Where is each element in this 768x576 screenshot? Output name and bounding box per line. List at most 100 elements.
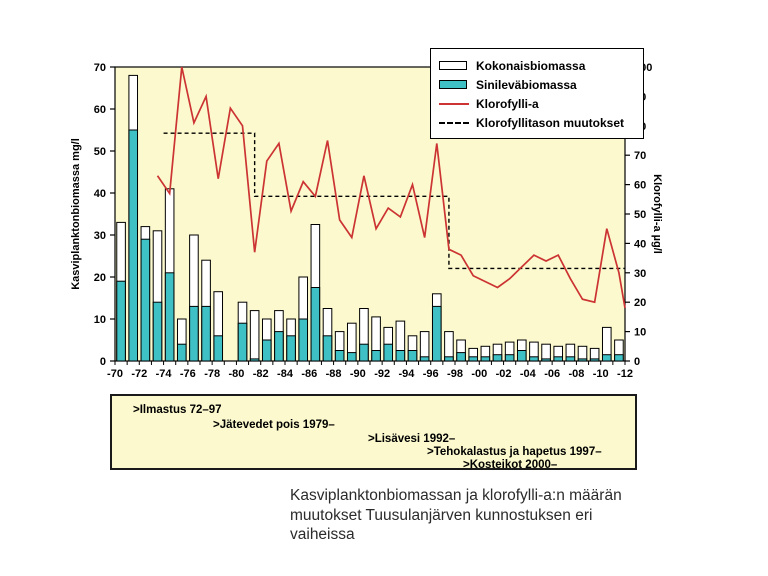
legend-label: Klorofyllitason muutokset xyxy=(476,115,625,130)
left-tick-label: 50 xyxy=(94,146,106,158)
bar-sinileva xyxy=(274,331,284,362)
bar-sinileva xyxy=(128,129,139,362)
bar-sinileva xyxy=(201,305,211,362)
bar-sinileva xyxy=(395,350,406,362)
annotation-lisavesi: >Lisävesi 1992– xyxy=(368,433,456,445)
figure-caption: Kasviplanktonbiomassan ja klorofylli-a:n… xyxy=(290,487,622,544)
bar-sinileva xyxy=(541,358,551,362)
bar-sinileva xyxy=(176,343,187,362)
x-tick-label: -88 xyxy=(326,368,342,380)
bar-sinileva xyxy=(516,350,527,362)
right-tick-label: 0 xyxy=(634,356,640,368)
legend-item-chlorophyll-level: Klorofyllitason muutokset xyxy=(439,113,635,132)
bar-sinileva xyxy=(286,335,296,362)
bar-sinileva xyxy=(371,350,381,362)
x-tick-label: -10 xyxy=(593,368,609,380)
legend-item-sinileva: Sinileväbiomassa xyxy=(439,75,635,94)
bar-sinileva xyxy=(164,272,175,362)
bar-sinileva xyxy=(140,238,151,362)
bar-sinileva xyxy=(565,356,576,362)
x-tick-label: -70 xyxy=(107,368,123,380)
left-tick-label: 0 xyxy=(100,356,106,368)
bar-sinileva xyxy=(237,322,248,362)
bar-sinileva xyxy=(346,352,357,362)
right-tick-label: 20 xyxy=(634,297,646,309)
left-tick-label: 70 xyxy=(94,62,106,74)
bar-sinileva xyxy=(492,354,503,362)
right-tick-label: 30 xyxy=(634,268,646,280)
x-tick-label: -98 xyxy=(447,368,463,380)
chart-panel: 0102030405060700102030405060708090100-70… xyxy=(70,48,663,380)
bar-sinileva xyxy=(322,335,333,362)
x-tick-label: -12 xyxy=(617,368,633,380)
x-tick-label: -72 xyxy=(131,368,147,380)
annotation-kosteikot: >Kosteikot 2000– xyxy=(463,459,558,471)
bar-sinileva xyxy=(334,350,345,362)
bar-sinileva xyxy=(577,358,588,362)
annotation-ilmastus: >Ilmastus 72–97 xyxy=(133,404,222,416)
x-tick-label: -76 xyxy=(180,368,196,380)
left-tick-label: 20 xyxy=(94,272,106,284)
x-tick-label: -96 xyxy=(423,368,439,380)
x-tick-label: -02 xyxy=(496,368,512,380)
dashed-line-swatch-icon xyxy=(439,121,469,124)
teal-bar-swatch-icon xyxy=(439,80,469,89)
x-tick-label: -04 xyxy=(520,368,537,380)
x-tick-label: -78 xyxy=(204,368,220,380)
legend: Kokonaisbiomassa Sinileväbiomassa Klorof… xyxy=(430,48,644,139)
bar-sinileva xyxy=(553,356,564,362)
bar-sinileva xyxy=(310,287,321,362)
bar-sinileva xyxy=(116,280,126,362)
white-bar-swatch-icon xyxy=(439,61,469,70)
right-tick-label: 10 xyxy=(634,327,646,339)
x-tick-label: -74 xyxy=(156,368,173,380)
x-tick-label: -84 xyxy=(277,368,294,380)
x-tick-label: -00 xyxy=(471,368,487,380)
bar-sinileva xyxy=(480,356,491,362)
bar-sinileva xyxy=(261,339,272,362)
left-axis-title: Kasviplanktonbiomassa mg/l xyxy=(70,138,82,290)
bar-sinileva xyxy=(614,354,624,362)
legend-label: Kokonaisbiomassa xyxy=(476,58,586,73)
bar-total xyxy=(249,310,260,362)
restoration-annotations-box: >Ilmastus 72–97 >Jätevedet pois 1979– >L… xyxy=(110,394,637,471)
annotation-jatevedet: >Jätevedet pois 1979– xyxy=(213,419,335,431)
left-tick-label: 40 xyxy=(94,188,106,200)
left-tick-label: 10 xyxy=(94,314,106,326)
red-line-swatch-icon xyxy=(439,102,469,105)
annotation-tehokalastus: >Tehokalastus ja hapetus 1997– xyxy=(427,446,602,458)
bar-sinileva xyxy=(419,356,430,362)
bar-sinileva xyxy=(431,305,442,362)
bar-sinileva xyxy=(468,356,479,362)
x-tick-label: -06 xyxy=(544,368,560,380)
left-tick-label: 60 xyxy=(94,104,106,116)
legend-item-chlorophyll: Klorofylli-a xyxy=(439,94,635,113)
bar-sinileva xyxy=(213,335,224,362)
bar-sinileva xyxy=(249,358,260,362)
x-tick-label: -82 xyxy=(253,368,269,380)
bar-sinileva xyxy=(152,301,163,362)
bar-sinileva xyxy=(189,305,199,362)
x-tick-label: -94 xyxy=(398,368,415,380)
bar-sinileva xyxy=(504,354,515,362)
x-tick-label: -92 xyxy=(374,368,390,380)
bar-sinileva xyxy=(359,343,369,362)
chlorophyll-level-line xyxy=(163,132,625,270)
x-tick-label: -86 xyxy=(301,368,317,380)
bar-sinileva xyxy=(407,350,418,362)
bar-sinileva xyxy=(298,318,309,362)
legend-label: Sinileväbiomassa xyxy=(476,77,577,92)
chlorophyll-line xyxy=(156,66,626,309)
x-tick-label: -80 xyxy=(228,368,244,380)
right-axis-title: Klorofylli-a µg/l xyxy=(651,174,663,254)
x-tick-label: -08 xyxy=(568,368,584,380)
bar-sinileva xyxy=(444,356,454,362)
right-tick-label: 60 xyxy=(634,180,646,192)
bar-sinileva xyxy=(456,352,466,362)
right-tick-label: 50 xyxy=(634,209,646,221)
bar-sinileva xyxy=(383,343,394,362)
x-tick-label: -90 xyxy=(350,368,366,380)
legend-label: Klorofylli-a xyxy=(476,96,539,111)
bar-sinileva xyxy=(529,356,539,362)
right-tick-label: 40 xyxy=(634,238,646,250)
